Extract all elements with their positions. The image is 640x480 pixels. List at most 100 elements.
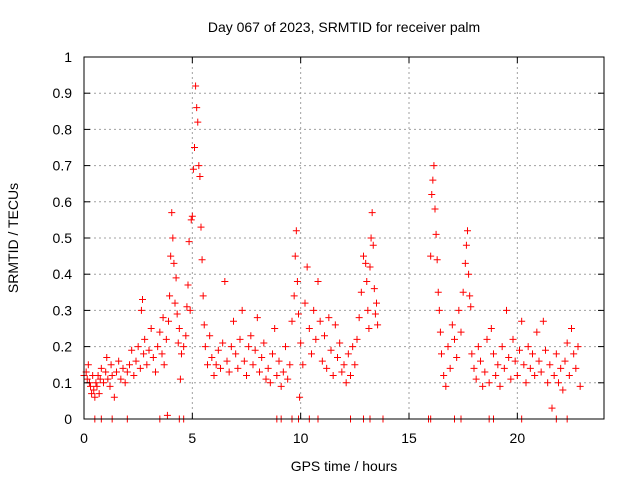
data-point	[166, 292, 174, 300]
data-point	[552, 350, 560, 358]
data-point	[511, 357, 519, 365]
data-point	[451, 335, 458, 343]
data-point	[269, 350, 276, 358]
data-point	[576, 382, 584, 390]
data-point	[106, 382, 114, 390]
data-point	[119, 364, 127, 372]
data-point	[163, 411, 171, 419]
data-point	[329, 372, 337, 380]
data-point	[427, 252, 435, 260]
data-point	[459, 288, 467, 296]
data-point	[266, 379, 274, 387]
data-point	[291, 252, 299, 260]
data-point	[92, 379, 100, 387]
data-point	[140, 350, 148, 358]
data-point	[130, 372, 138, 380]
data-point	[457, 328, 465, 336]
data-point	[465, 270, 473, 278]
data-point	[183, 303, 191, 311]
data-point	[483, 335, 491, 343]
data-point	[185, 238, 193, 246]
data-point	[139, 296, 146, 304]
data-point	[295, 310, 302, 318]
data-point	[96, 375, 104, 383]
data-point	[160, 361, 168, 369]
data-point	[104, 375, 112, 383]
data-point	[429, 176, 437, 184]
data-point	[349, 343, 357, 351]
data-point	[433, 256, 441, 264]
data-point	[87, 382, 94, 390]
data-point	[201, 343, 209, 351]
data-point	[110, 393, 118, 401]
data-point	[518, 317, 526, 325]
data-point	[509, 335, 517, 343]
data-point	[365, 325, 373, 332]
data-point	[121, 379, 129, 387]
data-point	[371, 310, 379, 318]
data-point	[474, 343, 482, 351]
data-point	[370, 285, 378, 293]
data-point	[159, 314, 167, 322]
data-point	[277, 382, 285, 390]
data-point	[353, 335, 361, 343]
data-point	[208, 353, 216, 361]
data-point	[485, 379, 493, 387]
x-tick-label: 10	[293, 430, 309, 446]
data-point	[275, 357, 283, 365]
data-point	[188, 212, 196, 220]
data-point	[336, 339, 344, 347]
grid-lines	[84, 57, 604, 419]
data-point	[175, 325, 183, 332]
data-point	[217, 364, 224, 372]
data-point	[137, 306, 145, 314]
data-point	[373, 299, 380, 307]
data-point	[115, 357, 123, 365]
data-point	[199, 292, 207, 300]
data-point	[84, 361, 92, 369]
data-point	[448, 321, 456, 329]
data-point	[108, 372, 116, 380]
data-point	[147, 325, 155, 332]
data-point	[288, 317, 296, 325]
data-point	[90, 386, 98, 394]
data-point	[187, 216, 195, 224]
data-point	[97, 364, 105, 372]
data-point	[117, 375, 125, 383]
data-point	[126, 361, 133, 369]
data-point	[141, 335, 149, 343]
data-point	[496, 382, 504, 390]
data-point	[282, 343, 289, 351]
data-point	[531, 372, 539, 380]
data-point	[251, 346, 259, 354]
data-point	[83, 375, 91, 383]
y-tick-label: 0.2	[53, 339, 73, 355]
data-point	[258, 353, 266, 361]
data-point	[503, 306, 510, 314]
data-point	[461, 259, 469, 267]
data-point	[323, 364, 331, 372]
data-point	[533, 328, 541, 336]
data-point	[316, 317, 324, 325]
y-tick-label: 0.4	[53, 266, 73, 282]
data-point	[128, 346, 136, 354]
data-point	[561, 357, 569, 365]
data-point	[563, 339, 571, 347]
data-point	[186, 306, 194, 314]
data-point	[537, 368, 545, 376]
data-point	[162, 335, 170, 343]
data-point	[178, 350, 185, 358]
data-point	[550, 372, 558, 380]
x-tick-label: 15	[401, 430, 417, 446]
data-point	[174, 339, 182, 347]
data-point	[325, 314, 333, 322]
data-point	[212, 361, 220, 369]
data-point	[436, 328, 444, 336]
data-point	[225, 368, 233, 376]
data-point	[193, 104, 201, 112]
data-point	[136, 364, 144, 372]
data-point	[196, 172, 204, 180]
data-point	[542, 346, 549, 354]
data-point	[428, 191, 436, 199]
data-point	[374, 321, 382, 329]
